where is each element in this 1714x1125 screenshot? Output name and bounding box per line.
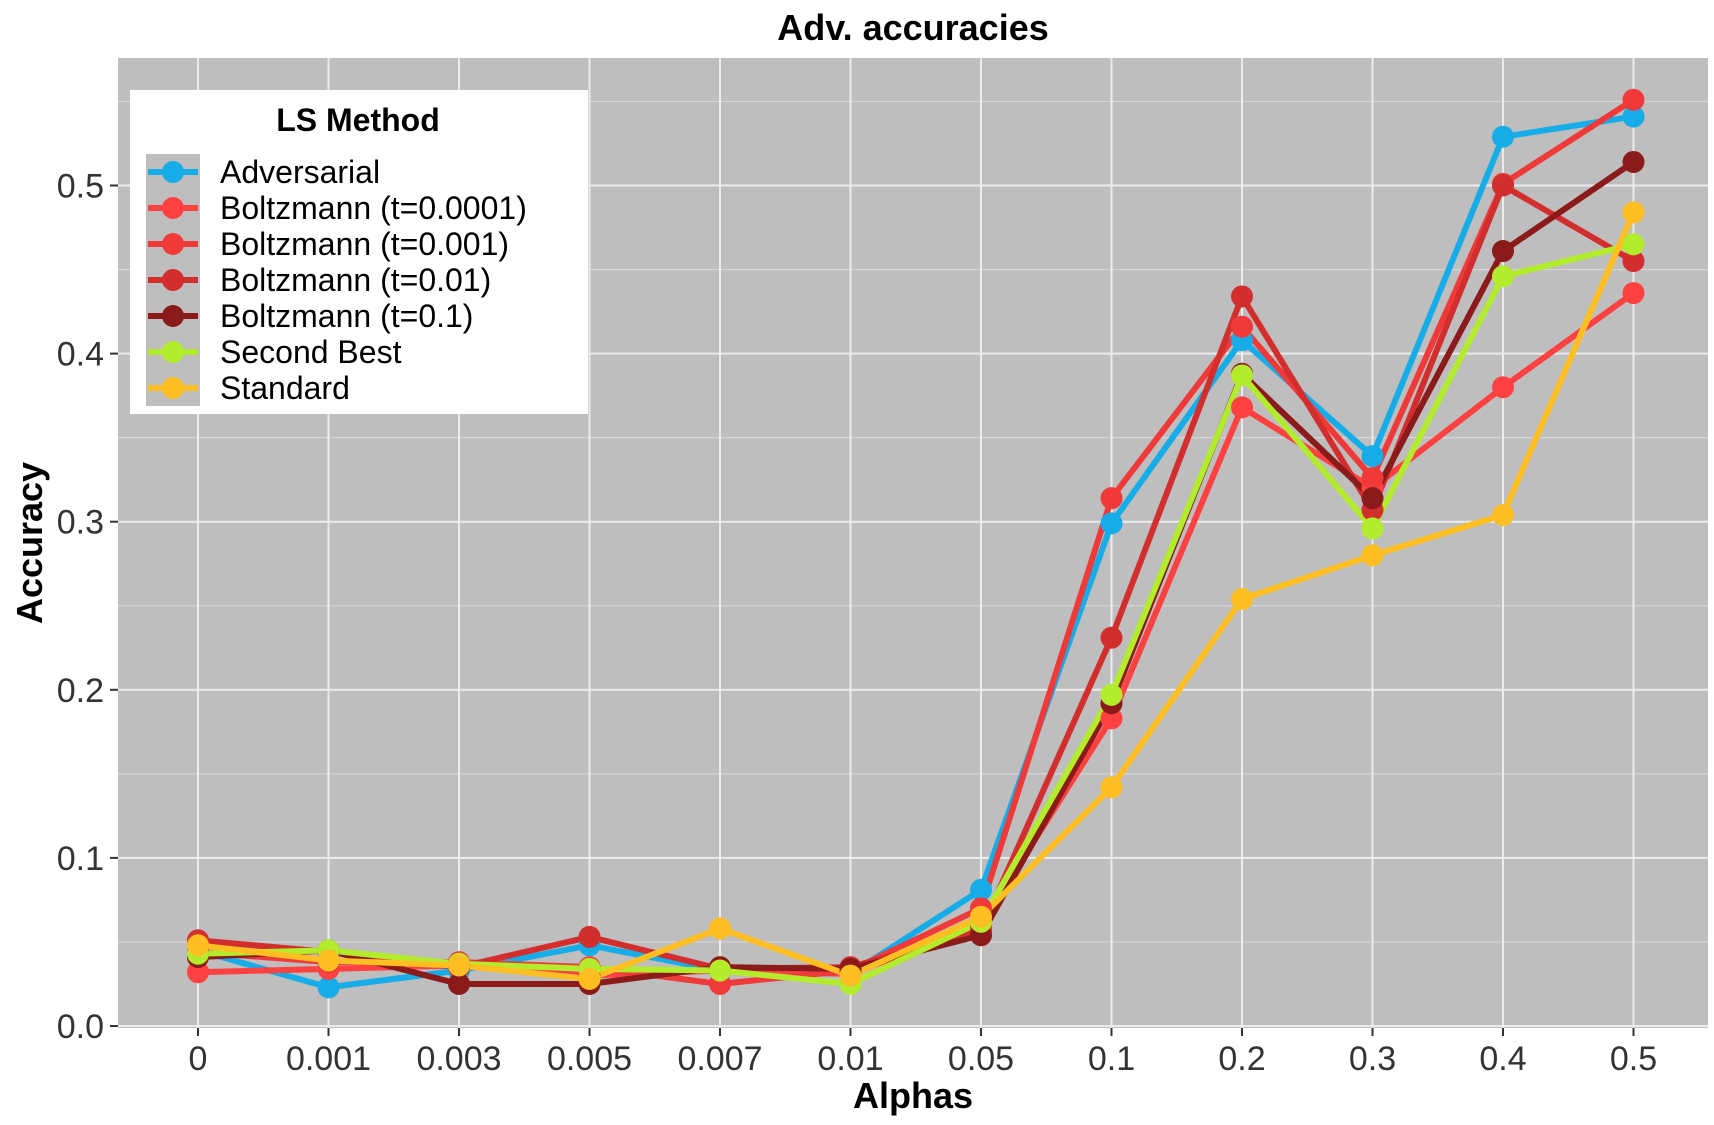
x-tick-label: 0.3	[1349, 1040, 1396, 1078]
data-point-boltzmann-t-0-0001	[1492, 376, 1514, 399]
data-point-second-best	[1492, 265, 1514, 288]
data-point-boltzmann-t-0-01	[1492, 174, 1514, 197]
data-point-second-best	[1231, 364, 1253, 387]
data-point-standard	[970, 905, 992, 928]
x-tick-label: 0.4	[1479, 1040, 1526, 1078]
legend-label-standard: Standard	[220, 370, 350, 406]
data-point-standard	[317, 949, 340, 972]
legend-box	[130, 90, 588, 414]
data-point-boltzmann-t-0-0001	[1622, 282, 1645, 305]
legend-key-point	[162, 377, 184, 399]
data-point-boltzmann-t-0-001	[1231, 315, 1253, 338]
data-point-standard	[1231, 588, 1253, 611]
legend-title: LS Method	[276, 102, 440, 138]
y-tick-label: 0.5	[57, 168, 104, 206]
data-point-second-best	[1622, 233, 1645, 256]
y-axis-title: Accuracy	[9, 462, 50, 624]
x-tick-label: 0.01	[817, 1040, 883, 1078]
data-point-boltzmann-t-0-01	[578, 925, 601, 948]
data-point-adversarial	[1622, 105, 1645, 128]
series-line-adversarial	[195, 113, 1637, 991]
data-point-boltzmann-t-0-01	[1622, 250, 1645, 273]
legend-key-point	[162, 341, 184, 363]
data-point-boltzmann-t-0-0001	[1100, 707, 1123, 730]
x-tick-label: 0.003	[416, 1040, 501, 1078]
y-tick-label: 0.1	[57, 840, 104, 878]
data-point-standard	[1361, 544, 1384, 567]
legend-label-boltzmann-t-0-001: Boltzmann (t=0.001)	[220, 226, 509, 262]
data-point-second-best	[709, 959, 731, 982]
data-point-boltzmann-t-0-1	[1622, 150, 1645, 173]
legend-key-point	[162, 233, 184, 255]
legend-key-point	[162, 161, 184, 183]
legend-label-boltzmann-t-0-01: Boltzmann (t=0.01)	[220, 262, 491, 298]
x-tick-labels: 0 0.001 0.003 0.005 0.007 0.01 0.05 0.1 0.2 0.3 0.…	[189, 1040, 1658, 1078]
data-point-standard	[1100, 776, 1123, 799]
data-point-boltzmann-t-0-1	[1492, 240, 1514, 263]
legend-label-boltzmann-t-0-1: Boltzmann (t=0.1)	[220, 298, 473, 334]
data-point-adversarial	[1100, 512, 1123, 535]
legend-label-adversarial: Adversarial	[220, 154, 380, 190]
legend-label-boltzmann-t-0-0001: Boltzmann (t=0.0001)	[220, 190, 527, 226]
x-tick-label: 0.1	[1088, 1040, 1135, 1078]
legend-key-point	[162, 305, 184, 327]
grid-major	[118, 58, 1708, 1028]
data-point-boltzmann-t-0-001	[1622, 88, 1645, 111]
data-point-adversarial	[1361, 445, 1384, 468]
y-tick-labels: 0.0 0.1 0.2 0.3 0.4 0.5	[57, 168, 104, 1047]
x-tick-label: 0.007	[677, 1040, 762, 1078]
data-point-standard	[709, 917, 731, 940]
data-point-boltzmann-t-0-0001	[1231, 396, 1253, 419]
y-tick-label: 0.3	[57, 504, 104, 542]
legend-key-point	[162, 197, 184, 219]
y-tick-label: 0.2	[57, 672, 104, 710]
series-points	[187, 88, 1645, 999]
series-lines	[195, 96, 1637, 991]
y-tick-label: 0.0	[57, 1008, 104, 1046]
data-point-boltzmann-t-0-01	[1231, 285, 1253, 308]
data-point-standard	[578, 967, 601, 990]
legend-label-second-best: Second Best	[220, 334, 402, 370]
data-point-standard	[1492, 503, 1514, 526]
data-point-standard	[187, 934, 209, 957]
y-tick-label: 0.4	[57, 336, 104, 374]
grid-minor	[118, 100, 1708, 943]
data-point-adversarial	[970, 878, 992, 901]
data-point-boltzmann-t-0-1	[1361, 487, 1384, 510]
x-tick-label: 0.001	[286, 1040, 371, 1078]
data-point-adversarial	[317, 976, 340, 999]
data-point-boltzmann-t-0-01	[1100, 626, 1123, 649]
axis-ticks	[110, 184, 1635, 1036]
data-point-second-best	[1100, 683, 1123, 706]
legend-key-point	[162, 269, 184, 291]
x-axis-title: Alphas	[853, 1075, 973, 1116]
data-point-standard	[1622, 201, 1645, 224]
data-point-second-best	[1361, 517, 1384, 540]
x-tick-label: 0.05	[948, 1040, 1014, 1078]
data-point-adversarial	[1492, 125, 1514, 148]
data-point-standard	[448, 954, 470, 977]
data-point-standard	[839, 964, 862, 987]
series-line-standard	[195, 209, 1637, 982]
data-point-boltzmann-t-0-0001	[187, 961, 209, 984]
data-point-boltzmann-t-0-001	[1100, 487, 1123, 510]
x-tick-label: 0.5	[1610, 1040, 1657, 1078]
data-point-boltzmann-t-0-1	[448, 972, 470, 995]
data-point-boltzmann-t-0-001	[1361, 466, 1384, 489]
series-line-second-best	[195, 241, 1637, 987]
x-tick-label: 0.005	[547, 1040, 632, 1078]
chart-title: Adv. accuracies	[777, 7, 1049, 48]
x-tick-label: 0.2	[1218, 1040, 1265, 1078]
x-tick-label: 0	[189, 1040, 208, 1078]
